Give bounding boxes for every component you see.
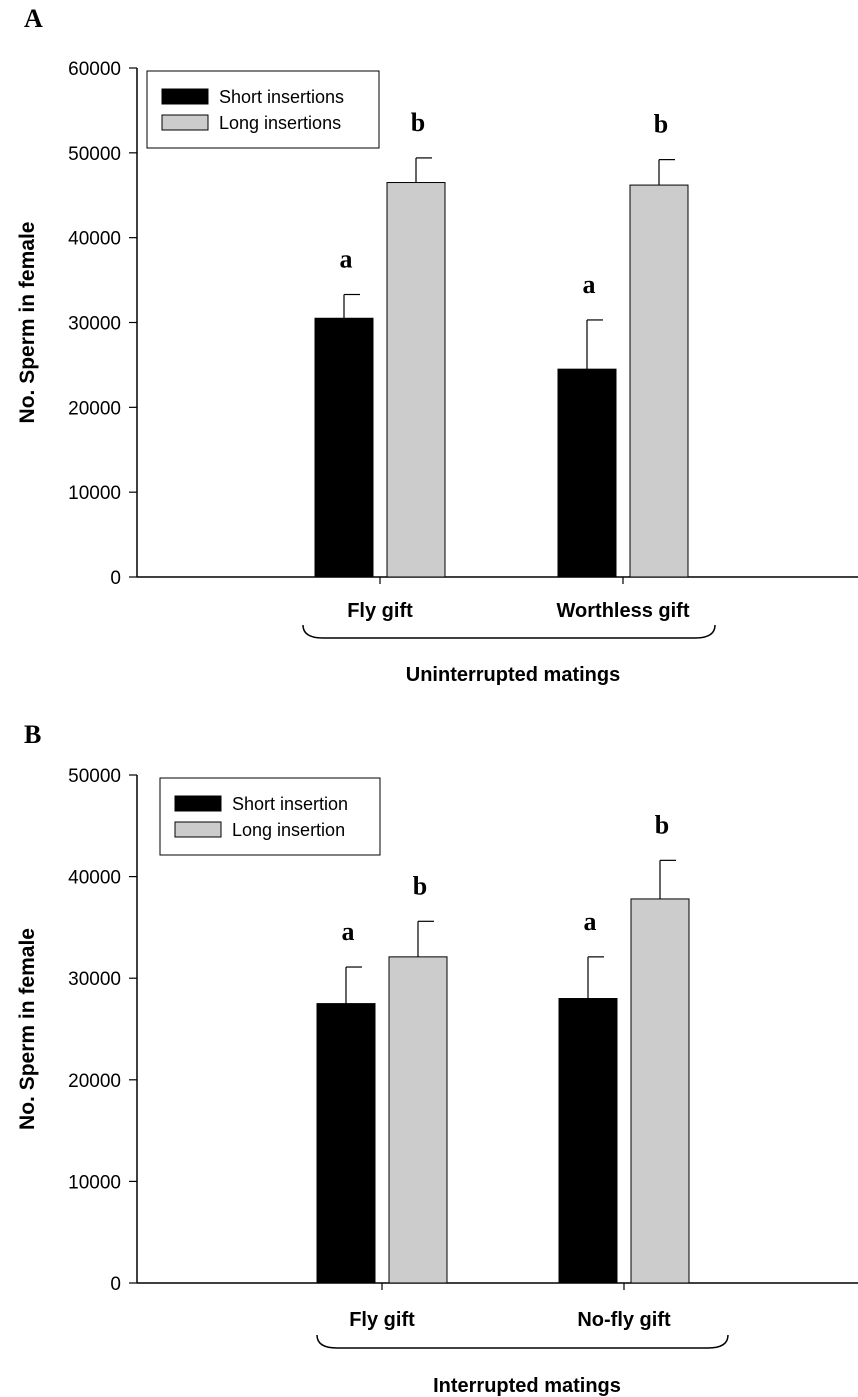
bar-short-insertions [314,317,374,578]
bar-short-insertion [316,1003,376,1284]
y-axis-label: No. Sperm in female [16,222,39,424]
y-tick-label: 20000 [68,1071,121,1092]
significance-letter: a [340,245,353,274]
significance-letter: b [655,810,669,839]
legend-label: Long insertion [232,820,345,840]
y-tick-label: 50000 [68,144,121,165]
y-tick-label: 40000 [68,229,121,250]
bar-long-insertions [629,184,689,578]
panel-letter: A [24,4,43,33]
bar-short-insertions [557,368,617,578]
legend-box [159,777,381,856]
x-category-label: Fly gift [347,600,413,622]
legend-swatch [174,795,222,812]
y-tick-label: 50000 [68,766,121,787]
group-brace [302,624,716,639]
y-tick-label: 40000 [68,868,121,889]
significance-letter: a [584,907,597,936]
chart-panel-b: B 0 10000 20000 30000 40000 50000 No. Sperm in … [16,720,858,1397]
y-tick-label: 30000 [68,969,121,990]
y-tick-label: 0 [110,568,121,589]
x-axis-group-label: Interrupted matings [433,1375,621,1397]
x-category-label: No-fly gift [577,1309,671,1331]
group-brace [316,1334,729,1349]
x-category-label: Worthless gift [557,600,690,622]
legend-swatch [161,88,209,105]
y-tick-label: 30000 [68,314,121,335]
legend-box [146,70,380,149]
y-tick-label: 60000 [68,59,121,80]
panel-letter: B [24,720,41,749]
bar-long-insertion [388,956,448,1284]
x-category-label: Fly gift [349,1309,415,1331]
significance-letter: b [411,108,425,137]
significance-letter: a [583,270,596,299]
significance-letter: a [342,917,355,946]
legend-swatch [174,821,222,838]
y-tick-label: 20000 [68,398,121,419]
bar-short-insertion [558,998,618,1284]
bar-long-insertions [386,182,446,578]
x-axis-group-label: Uninterrupted matings [406,664,620,686]
y-axis-label: No. Sperm in female [16,928,39,1130]
y-tick-label: 10000 [68,483,121,504]
legend-label: Long insertions [219,113,341,133]
legend-swatch [161,114,209,131]
legend-label: Short insertion [232,794,348,814]
legend-label: Short insertions [219,87,344,107]
bar-long-insertion [630,898,690,1284]
significance-letter: b [654,110,668,139]
y-tick-label: 0 [110,1274,121,1295]
significance-letter: b [413,871,427,900]
y-tick-label: 10000 [68,1172,121,1193]
chart-panel-a: A 0 10000 20000 30000 40000 50000 60000 No. Sper… [16,4,858,686]
